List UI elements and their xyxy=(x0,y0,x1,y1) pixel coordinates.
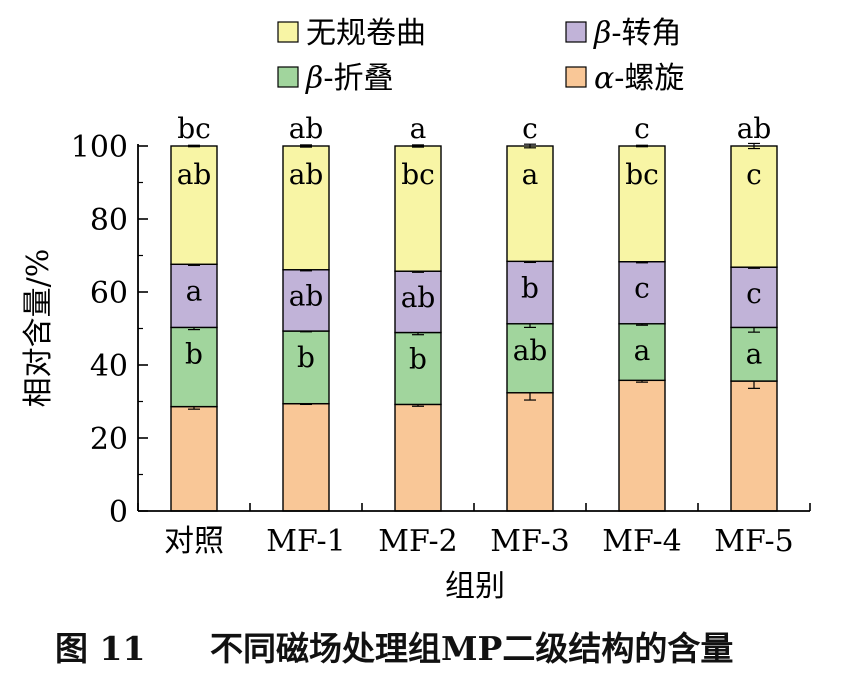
bar-segment-random_coil-4 xyxy=(506,145,554,263)
significance-letter-random_coil-6: c xyxy=(746,158,762,191)
bar-segment-beta_sheet-3 xyxy=(394,331,442,406)
significance-letter-beta_sheet-5: a xyxy=(634,334,651,367)
error-bar-random_coil-6 xyxy=(748,142,760,150)
x-tick-label-3: MF-2 xyxy=(378,524,457,559)
legend-item-beta_sheet: β-折叠 xyxy=(277,61,393,96)
legend-swatch-alpha_helix xyxy=(565,66,587,88)
legend-swatch-beta_sheet xyxy=(277,66,299,88)
significance-letter-beta_sheet-2: b xyxy=(297,341,315,374)
significance-letter-beta_turn-5: c xyxy=(634,272,650,305)
y-tick-label-20: 20 xyxy=(90,422,128,457)
bar-segment-beta_sheet-1 xyxy=(170,326,218,408)
axes: 0 20 40 60 80 100 对照 MF-1 MF-2 MF-3 MF-4 MF-5 xyxy=(71,130,811,559)
x-tick-label-6: MF-5 xyxy=(714,524,793,559)
significance-letter-total-5: c xyxy=(634,112,650,145)
legend-label-alpha_helix: α-螺旋 xyxy=(594,61,684,96)
legend-item-random_coil: 无规卷曲 xyxy=(277,16,426,51)
significance-letter-random_coil-1: ab xyxy=(177,158,212,191)
y-tick-label-80: 80 xyxy=(90,203,128,238)
error-bar-random_coil-1 xyxy=(188,144,200,148)
stacked-bar-chart: 无规卷曲 β-转角β-折叠 α-螺旋 baabbcbabababbabbcaabba… xyxy=(21,16,811,604)
bar-segment-alpha_helix-5 xyxy=(618,379,666,512)
error-bar-random_coil-3 xyxy=(412,144,424,148)
significance-letter-random_coil-4: a xyxy=(522,158,539,191)
significance-letter-total-3: a xyxy=(410,112,427,145)
legend-label-beta_turn: β-转角 xyxy=(593,16,681,51)
bar-segment-alpha_helix-6 xyxy=(730,380,778,512)
y-axis-label: 相对含量/% xyxy=(21,249,56,408)
significance-letter-beta_turn-6: c xyxy=(746,277,762,310)
legend-swatch-random_coil xyxy=(277,21,299,43)
error-bar-random_coil-2 xyxy=(300,144,312,148)
x-tick-label-2: MF-1 xyxy=(266,524,345,559)
significance-letter-total-6: ab xyxy=(737,112,772,145)
bar-segment-beta_sheet-4 xyxy=(506,323,554,394)
y-tick-label-60: 60 xyxy=(90,276,128,311)
significance-letter-total-4: c xyxy=(522,112,538,145)
bar-segment-alpha_helix-2 xyxy=(282,402,330,512)
significance-letter-beta_turn-3: ab xyxy=(401,281,436,314)
bar-segment-beta_turn-1 xyxy=(170,263,218,329)
significance-letter-total-2: ab xyxy=(289,112,324,145)
figure-title: 不同磁场处理组MP二级结构的含量 xyxy=(210,629,734,668)
bar-segment-random_coil-5 xyxy=(618,145,666,263)
bar-segment-beta_sheet-5 xyxy=(618,323,666,382)
error-bar-random_coil-4 xyxy=(524,143,536,149)
bar-segment-beta_turn-2 xyxy=(282,269,330,332)
significance-letter-beta_turn-1: a xyxy=(186,274,203,307)
bar-segment-beta_sheet-6 xyxy=(730,326,778,382)
y-tick-label-100: 100 xyxy=(71,130,128,165)
y-tick-label-0: 0 xyxy=(109,495,128,530)
x-tick-label-1: 对照 xyxy=(164,524,224,559)
significance-letter-beta_turn-2: ab xyxy=(289,280,324,313)
bar-segment-alpha_helix-4 xyxy=(506,392,554,512)
x-axis-label: 组别 xyxy=(445,569,505,604)
x-tick-label-5: MF-4 xyxy=(602,524,681,559)
significance-letter-beta_sheet-4: ab xyxy=(513,334,548,367)
bar-segment-alpha_helix-1 xyxy=(170,405,218,512)
legend-label-random_coil: 无规卷曲 xyxy=(306,16,426,51)
error-bar-random_coil-5 xyxy=(636,144,648,148)
significance-letter-random_coil-5: bc xyxy=(625,158,659,191)
significance-letter-beta_sheet-6: a xyxy=(746,337,763,370)
y-tick-label-40: 40 xyxy=(90,349,128,384)
significance-letter-beta_sheet-1: b xyxy=(185,337,203,370)
significance-letter-beta_turn-4: b xyxy=(521,271,539,304)
figure-caption: 图 11 不同磁场处理组MP二级结构的含量 xyxy=(0,612,845,672)
bar-segment-random_coil-2 xyxy=(282,145,330,271)
figure-number: 图 11 xyxy=(55,629,146,668)
legend-label-beta_sheet: β-折叠 xyxy=(305,61,393,96)
bar-segment-random_coil-3 xyxy=(394,145,442,272)
bar-segment-beta_sheet-2 xyxy=(282,330,330,405)
x-tick-label-4: MF-3 xyxy=(490,524,569,559)
legend-item-beta_turn: β-转角 xyxy=(565,16,681,51)
bar-segment-beta_turn-6 xyxy=(730,266,778,329)
significance-letter-beta_sheet-3: b xyxy=(409,343,427,376)
significance-letter-random_coil-2: ab xyxy=(289,158,324,191)
legend-swatch-beta_turn xyxy=(565,21,587,43)
legend: 无规卷曲 β-转角 β-折叠 α-螺旋 xyxy=(277,16,684,96)
bar-segment-beta_turn-4 xyxy=(506,260,554,325)
significance-letter-random_coil-3: bc xyxy=(401,158,435,191)
bar-segment-beta_turn-5 xyxy=(618,261,666,325)
bar-segment-random_coil-6 xyxy=(730,145,778,268)
legend-item-alpha_helix: α-螺旋 xyxy=(565,61,684,96)
significance-letter-total-1: bc xyxy=(177,112,211,145)
bar-segment-alpha_helix-3 xyxy=(394,403,442,512)
